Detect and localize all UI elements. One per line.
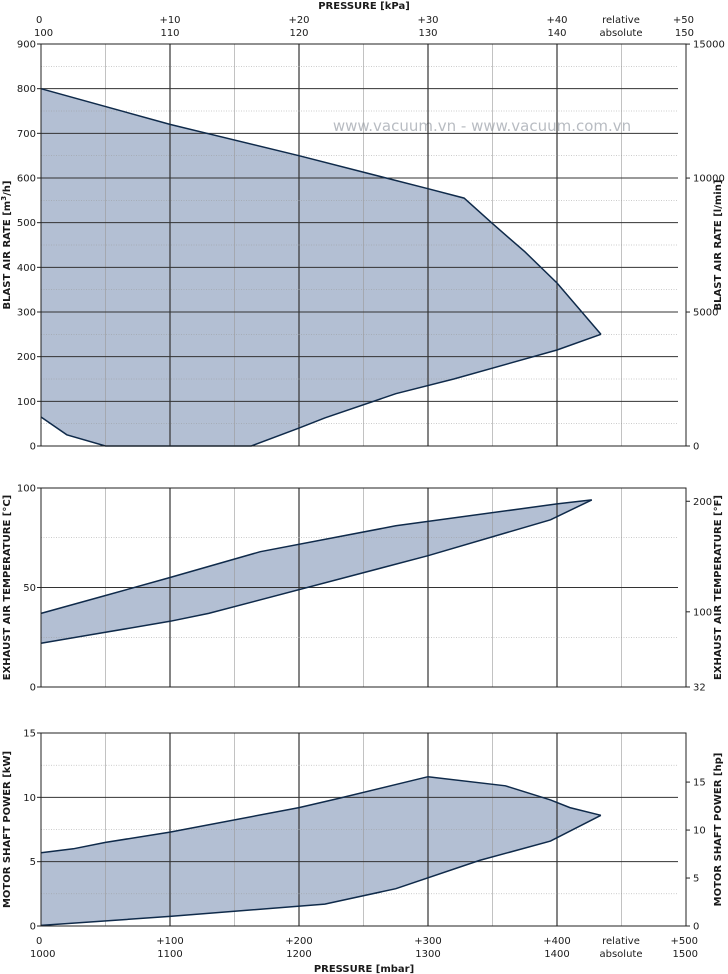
operating-area (41, 776, 601, 926)
y2-tick-label: 10000 (693, 174, 725, 185)
y-tick-label: 600 (17, 174, 36, 185)
y2-tick-label: 200 (693, 497, 712, 508)
lower-boundary-line (40, 814, 602, 927)
plot-frame (40, 732, 687, 927)
top-relative-tick: 0 (36, 15, 42, 26)
top-relative-tick: +20 (288, 15, 309, 26)
y-tick-label: 10 (23, 793, 36, 804)
bottom-absolute-tick: 1000 (30, 949, 55, 960)
y-tick-label: 0 (30, 922, 36, 933)
y2-axis-title: MOTOR SHAFT POWER [hp] (713, 753, 724, 907)
y-axis-title: MOTOR SHAFT POWER [kW] (2, 751, 13, 908)
bottom-relative-tick: 0 (36, 936, 42, 947)
top-absolute-tick: 140 (547, 28, 566, 39)
motor-power-panel: 0 5 10 15 0 5 10 15 MOTOR SHAFT POWER [kW] MOTOR … (2, 729, 724, 933)
y-tick-label: 200 (17, 352, 36, 363)
y2-tick-label: 100 (693, 607, 712, 618)
top-relative-tick: +10 (159, 15, 180, 26)
bottom-axis-title: PRESSURE [mbar] (314, 964, 414, 974)
bottom-relative-tick: +500 (671, 936, 698, 947)
y-tick-label: 300 (17, 308, 36, 319)
bottom-absolute-tick: 1300 (415, 949, 440, 960)
y-tick-label: 5 (30, 857, 36, 868)
y2-tick-label: 5 (693, 874, 699, 885)
bottom-relative-caption: relative (602, 936, 640, 947)
upper-boundary-line (40, 87, 602, 335)
top-absolute-caption: absolute (600, 28, 643, 39)
bottom-absolute-caption: absolute (600, 949, 643, 960)
y-tick-label: 15 (23, 729, 36, 740)
bottom-absolute-tick: 1400 (544, 949, 569, 960)
bottom-absolute-tick: 1200 (286, 949, 311, 960)
top-absolute-tick: 100 (34, 28, 53, 39)
lower-boundary-line (40, 333, 602, 447)
y-tick-label: 100 (17, 397, 36, 408)
blast-air-rate-panel: 0 100 200 300 400 500 600 700 800 900 0 5000 10000 15… (0, 40, 725, 453)
y2-axis-title: BLAST AIR RATE [l/min] (713, 180, 724, 311)
top-absolute-tick: 120 (289, 28, 308, 39)
y-tick-label: 500 (17, 218, 36, 229)
watermark: www.vacuum.vn - www.vacuum.com.vn (333, 117, 631, 135)
y2-tick-label: 10 (693, 826, 706, 837)
plot-frame (40, 43, 687, 447)
bottom-axis: 0 1000 +100 1100 +200 1200 +300 1300 +400 1400 rel… (30, 936, 698, 960)
bottom-relative-tick: +100 (156, 936, 183, 947)
top-absolute-tick: 110 (160, 28, 179, 39)
y2-tick-label: 0 (693, 922, 699, 933)
upper-boundary-line (40, 775, 602, 854)
y-tick-label: 0 (30, 442, 36, 453)
top-relative-tick: +30 (417, 15, 438, 26)
top-absolute-tick: 150 (675, 28, 694, 39)
y2-tick-label: 15 (693, 778, 706, 789)
upper-boundary-line (40, 499, 592, 615)
lower-boundary-line (40, 499, 593, 644)
bottom-relative-tick: +300 (414, 936, 441, 947)
bottom-absolute-tick: 1500 (673, 949, 698, 960)
y-tick-label: 0 (30, 683, 36, 694)
top-axis-title: PRESSURE [kPa] (318, 1, 410, 12)
y-tick-label: 400 (17, 263, 36, 274)
y2-tick-label: 32 (693, 683, 706, 694)
bottom-absolute-tick: 1100 (157, 949, 182, 960)
y-axis-title: EXHAUST AIR TEMPERATURE [°C] (2, 495, 13, 680)
bottom-relative-tick: +400 (543, 936, 570, 947)
operating-area (41, 499, 592, 644)
y-tick-label: 800 (17, 84, 36, 95)
y2-axis-title: EXHAUST AIR TEMPERATURE [°F] (713, 495, 724, 680)
top-axis: 0 100 +10 110 +20 120 +30 130 +40 140 relative abso… (34, 15, 694, 39)
top-relative-tick: +40 (546, 15, 567, 26)
y-tick-label: 700 (17, 129, 36, 140)
top-relative-caption: relative (602, 15, 640, 26)
y2-tick-label: 0 (693, 442, 699, 453)
y2-tick-label: 5000 (693, 308, 718, 319)
y-tick-label: 50 (23, 583, 36, 594)
y-tick-label: 100 (17, 484, 36, 495)
top-absolute-tick: 130 (418, 28, 437, 39)
bottom-relative-tick: +200 (285, 936, 312, 947)
y2-tick-label: 15000 (693, 40, 725, 51)
top-relative-tick: +50 (673, 15, 694, 26)
y-axis-title: BLAST AIR RATE [m3/h] (0, 181, 13, 310)
y-tick-label: 900 (17, 40, 36, 51)
